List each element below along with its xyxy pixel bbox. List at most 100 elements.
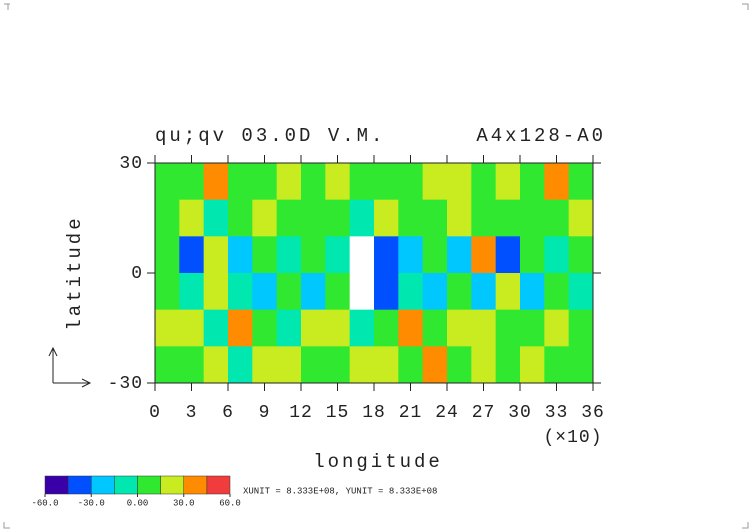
field-cell <box>568 236 594 274</box>
field-cell <box>301 163 326 201</box>
x-tick-label: 6 <box>222 403 234 423</box>
field-cell <box>252 309 278 347</box>
field-cell <box>568 163 594 201</box>
field-cell <box>179 236 205 274</box>
field-cell <box>349 236 375 274</box>
field-cell <box>447 236 472 274</box>
field-cell <box>471 346 497 384</box>
field-cell <box>276 309 302 347</box>
field-cell <box>495 273 521 311</box>
field-cell <box>228 236 253 274</box>
colorbar-label: 0.00 <box>127 498 149 508</box>
field-cell <box>228 273 253 311</box>
field-cell <box>398 199 424 237</box>
field-cell <box>447 309 472 347</box>
field-cell <box>422 163 448 201</box>
field-cell <box>568 273 594 311</box>
field-cell <box>520 163 545 201</box>
field-cell <box>179 346 205 384</box>
field-cell <box>155 163 180 201</box>
field-cell <box>203 199 229 237</box>
x-tick-label: 15 <box>326 403 350 423</box>
unit-note: XUNIT = 8.333E+08, YUNIT = 8.333E+08 <box>243 486 437 496</box>
x-tick-label: 24 <box>435 403 459 423</box>
field-cell <box>203 163 229 201</box>
field-cell <box>155 273 180 311</box>
field-cell <box>252 199 278 237</box>
x-tick-label: 0 <box>149 403 161 423</box>
chart-subtitle: A4x128-A0 <box>476 125 606 147</box>
field-cell <box>252 273 278 311</box>
field-cell <box>398 236 424 274</box>
field-cell <box>422 199 448 237</box>
field-cell <box>422 236 448 274</box>
x-tick-label: 12 <box>289 403 313 423</box>
y-tick-label: 0 <box>131 264 143 284</box>
colorbar-label: -60.0 <box>31 498 58 508</box>
field-cell <box>568 309 594 347</box>
field-cell <box>374 163 399 201</box>
field-cell <box>349 346 375 384</box>
field-cell <box>325 199 351 237</box>
field-cell <box>520 236 545 274</box>
colorbar-swatch <box>114 475 138 495</box>
field-cell <box>349 163 375 201</box>
field-cell <box>544 163 570 201</box>
field-cell <box>325 309 351 347</box>
x-tick-label: 3 <box>186 403 198 423</box>
vector-reference <box>48 346 92 388</box>
field-cell <box>301 309 326 347</box>
field-cell <box>568 346 594 384</box>
field-cell <box>568 199 594 237</box>
x-tick-label: 30 <box>508 403 532 423</box>
field-cell <box>276 273 302 311</box>
field-cell <box>447 346 472 384</box>
field-cell <box>301 346 326 384</box>
field-cell <box>374 273 399 311</box>
field-cell <box>422 273 448 311</box>
field-cell <box>301 273 326 311</box>
field-cell <box>398 309 424 347</box>
field-cell <box>155 346 180 384</box>
field-cell <box>276 236 302 274</box>
field-cell <box>374 346 399 384</box>
field-cell <box>155 199 180 237</box>
field-cell <box>544 236 570 274</box>
field-cell <box>203 273 229 311</box>
field-cell <box>520 309 545 347</box>
field-cell <box>276 163 302 201</box>
field-cell <box>203 236 229 274</box>
x-tick-label: 21 <box>399 403 423 423</box>
x-tick-label: 33 <box>545 403 569 423</box>
field-cell <box>374 309 399 347</box>
field-cell <box>471 163 497 201</box>
colorbar-swatch <box>91 475 115 495</box>
y-tick-label: 30 <box>119 154 143 174</box>
field-cell <box>422 309 448 347</box>
field-cell <box>252 346 278 384</box>
field-cell <box>544 346 570 384</box>
field-cell <box>179 309 205 347</box>
field-cell <box>179 163 205 201</box>
field-cell <box>471 309 497 347</box>
field-cell <box>179 199 205 237</box>
field-cell <box>447 199 472 237</box>
y-tick-label: -30 <box>108 374 143 394</box>
field-cell <box>179 273 205 311</box>
field-cell <box>520 346 545 384</box>
field-cell <box>398 346 424 384</box>
field-cell <box>447 163 472 201</box>
colorbar-label: -30.0 <box>78 498 105 508</box>
field-cell <box>325 236 351 274</box>
field-cell <box>325 273 351 311</box>
x-tick-label: 27 <box>472 403 496 423</box>
field-cell <box>398 273 424 311</box>
field-cell <box>495 309 521 347</box>
field-cell <box>301 199 326 237</box>
field-cell <box>228 163 253 201</box>
field-cell <box>374 199 399 237</box>
colorbar-swatch <box>160 475 184 495</box>
colorbar-swatch <box>67 475 92 495</box>
field-cell <box>325 346 351 384</box>
